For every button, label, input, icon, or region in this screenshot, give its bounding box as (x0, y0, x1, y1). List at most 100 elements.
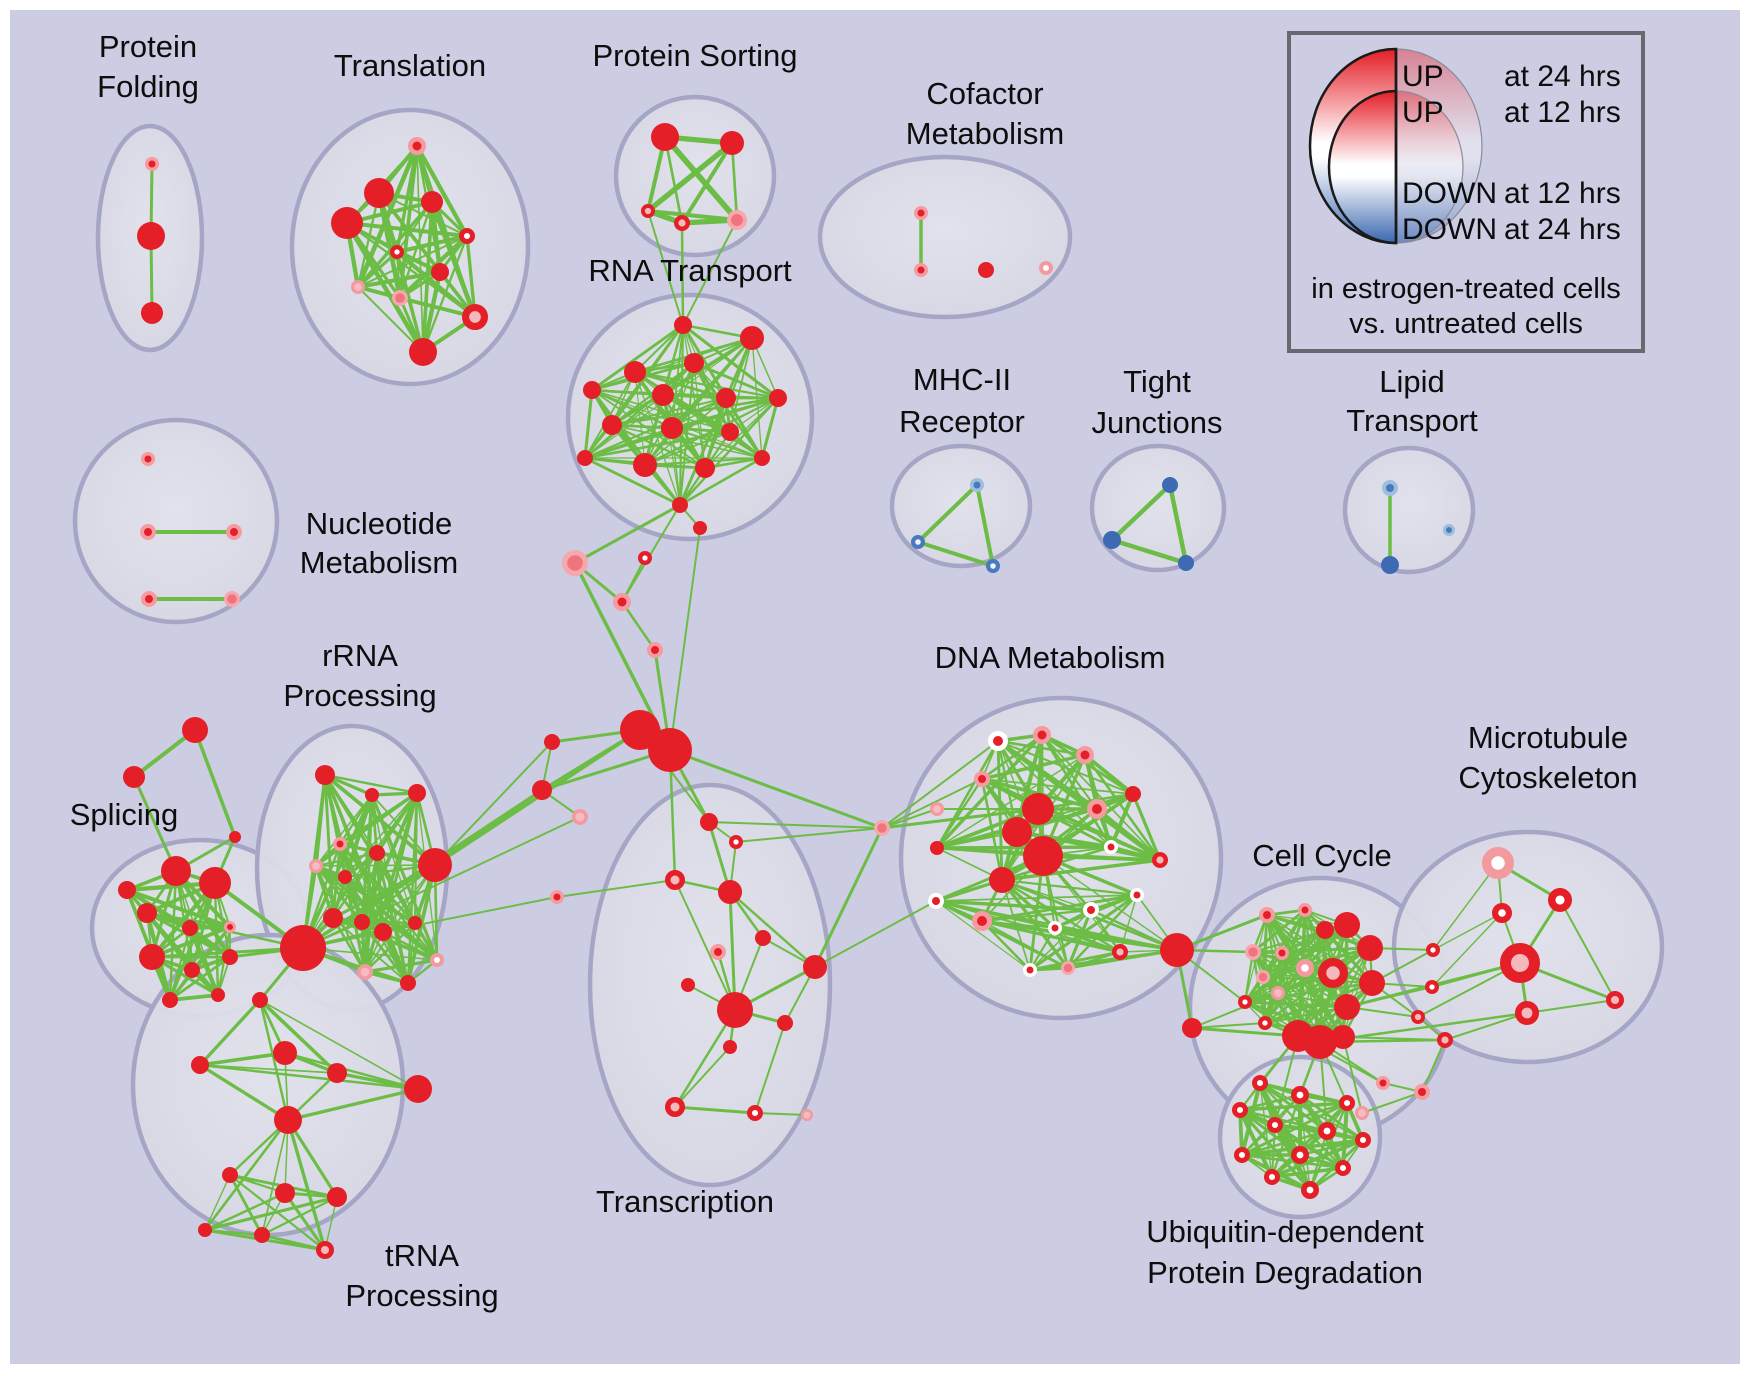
gene-node[interactable] (323, 908, 343, 928)
gene-node[interactable] (123, 766, 145, 788)
gene-node[interactable] (974, 771, 990, 787)
gene-node[interactable] (710, 944, 726, 960)
gene-node[interactable] (198, 1223, 212, 1237)
gene-node[interactable] (652, 384, 674, 406)
gene-node[interactable] (1266, 1116, 1283, 1133)
gene-node[interactable] (1125, 786, 1141, 802)
gene-node[interactable] (1291, 1146, 1310, 1165)
gene-node[interactable] (1048, 921, 1062, 935)
gene-node[interactable] (684, 353, 704, 373)
gene-node[interactable] (1334, 912, 1360, 938)
gene-node[interactable] (647, 642, 663, 658)
gene-node[interactable] (988, 731, 1008, 751)
gene-node[interactable] (1238, 994, 1253, 1009)
gene-node[interactable] (651, 123, 679, 151)
gene-node[interactable] (139, 944, 165, 970)
gene-node[interactable] (1275, 946, 1289, 960)
gene-node[interactable] (275, 1183, 295, 1203)
gene-node[interactable] (681, 978, 695, 992)
gene-node[interactable] (1151, 852, 1168, 869)
gene-node[interactable] (1256, 970, 1271, 985)
gene-node[interactable] (462, 304, 489, 331)
gene-node[interactable] (1295, 958, 1314, 977)
gene-node[interactable] (755, 930, 771, 946)
gene-node[interactable] (429, 953, 444, 968)
gene-node[interactable] (1160, 933, 1194, 967)
gene-node[interactable] (1500, 943, 1540, 983)
gene-node[interactable] (222, 1167, 238, 1183)
gene-node[interactable] (1033, 726, 1051, 744)
gene-node[interactable] (544, 734, 560, 750)
gene-node[interactable] (674, 214, 691, 231)
gene-node[interactable] (665, 870, 685, 890)
gene-node[interactable] (1111, 944, 1128, 961)
gene-node[interactable] (374, 923, 392, 941)
gene-node[interactable] (978, 262, 994, 278)
gene-node[interactable] (1130, 888, 1144, 902)
gene-node[interactable] (280, 925, 326, 971)
gene-node[interactable] (327, 1187, 347, 1207)
gene-node[interactable] (1298, 903, 1312, 917)
gene-node[interactable] (1231, 1101, 1248, 1118)
gene-node[interactable] (930, 802, 945, 817)
gene-node[interactable] (914, 263, 928, 277)
gene-node[interactable] (1414, 1084, 1430, 1100)
gene-node[interactable] (141, 591, 157, 607)
gene-node[interactable] (583, 381, 601, 399)
gene-node[interactable] (408, 916, 422, 930)
gene-node[interactable] (550, 890, 564, 904)
gene-node[interactable] (800, 1108, 813, 1121)
gene-node[interactable] (351, 280, 366, 295)
gene-node[interactable] (637, 550, 652, 565)
gene-node[interactable] (418, 848, 452, 882)
gene-node[interactable] (1425, 979, 1440, 994)
gene-node[interactable] (273, 1041, 297, 1065)
gene-node[interactable] (723, 1040, 737, 1054)
gene-node[interactable] (613, 593, 631, 611)
gene-node[interactable] (1301, 1181, 1320, 1200)
gene-node[interactable] (309, 859, 324, 874)
gene-node[interactable] (338, 870, 352, 884)
gene-node[interactable] (769, 389, 787, 407)
gene-node[interactable] (1291, 1086, 1310, 1105)
gene-node[interactable] (390, 244, 405, 259)
gene-node[interactable] (1023, 836, 1063, 876)
gene-node[interactable] (409, 338, 437, 366)
gene-node[interactable] (331, 207, 363, 239)
gene-node[interactable] (648, 728, 692, 772)
gene-node[interactable] (137, 903, 157, 923)
gene-node[interactable] (222, 949, 238, 965)
gene-node[interactable] (571, 808, 588, 825)
gene-node[interactable] (532, 780, 552, 800)
gene-node[interactable] (672, 497, 688, 513)
gene-node[interactable] (1318, 1122, 1337, 1141)
gene-node[interactable] (162, 992, 178, 1008)
gene-node[interactable] (577, 450, 593, 466)
gene-node[interactable] (229, 831, 241, 843)
gene-node[interactable] (930, 841, 944, 855)
gene-node[interactable] (392, 290, 409, 307)
gene-node[interactable] (184, 962, 200, 978)
gene-node[interactable] (431, 263, 449, 281)
gene-node[interactable] (674, 316, 692, 334)
gene-node[interactable] (1316, 921, 1334, 939)
gene-node[interactable] (721, 423, 739, 441)
gene-node[interactable] (141, 302, 163, 324)
gene-node[interactable] (561, 549, 588, 576)
gene-node[interactable] (928, 893, 944, 909)
gene-node[interactable] (1359, 970, 1385, 996)
gene-node[interactable] (1244, 943, 1261, 960)
gene-node[interactable] (1331, 1025, 1355, 1049)
gene-node[interactable] (161, 856, 191, 886)
gene-node[interactable] (182, 920, 198, 936)
gene-node[interactable] (717, 992, 753, 1028)
gene-node[interactable] (740, 326, 764, 350)
gene-node[interactable] (354, 914, 370, 930)
gene-node[interactable] (459, 227, 476, 244)
gene-node[interactable] (1376, 1076, 1390, 1090)
gene-node[interactable] (1491, 902, 1512, 923)
gene-node[interactable] (718, 880, 742, 904)
gene-node[interactable] (365, 788, 379, 802)
gene-node[interactable] (1354, 1105, 1369, 1120)
gene-node[interactable] (1381, 556, 1399, 574)
